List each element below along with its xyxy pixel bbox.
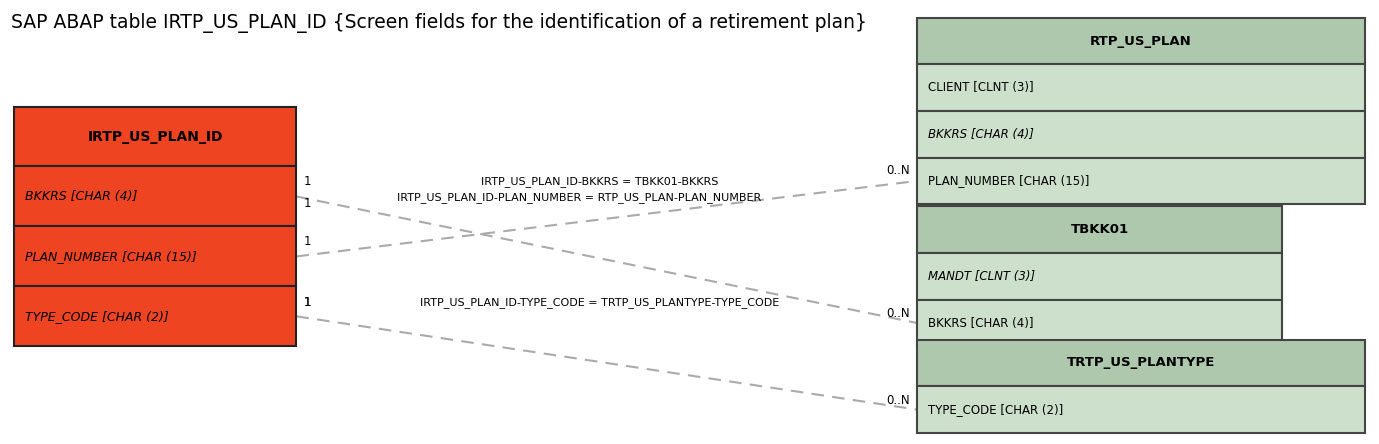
Bar [14, 286, 296, 346]
Text: TRTP_US_PLANTYPE: TRTP_US_PLANTYPE [1067, 357, 1215, 369]
Text: MANDT [CLNT (3)]: MANDT [CLNT (3)] [928, 270, 1036, 283]
Text: PLAN_NUMBER [CHAR (15)]: PLAN_NUMBER [CHAR (15)] [928, 174, 1089, 187]
Text: BKKRS [CHAR (4)]: BKKRS [CHAR (4)] [928, 128, 1034, 141]
Bar [917, 386, 1365, 433]
Text: TYPE_CODE [CHAR (2)]: TYPE_CODE [CHAR (2)] [928, 403, 1063, 416]
Bar [917, 253, 1282, 300]
Bar [917, 18, 1365, 64]
Text: 0..N: 0..N [887, 394, 910, 407]
Text: 1: 1 [303, 175, 310, 188]
Text: TYPE_CODE [CHAR (2)]: TYPE_CODE [CHAR (2)] [25, 310, 168, 323]
Text: IRTP_US_PLAN_ID-BKKRS = TBKK01-BKKRS: IRTP_US_PLAN_ID-BKKRS = TBKK01-BKKRS [481, 176, 718, 186]
Text: PLAN_NUMBER [CHAR (15)]: PLAN_NUMBER [CHAR (15)] [25, 250, 197, 263]
Bar [917, 158, 1365, 204]
Text: TBKK01: TBKK01 [1070, 223, 1129, 236]
Bar [917, 206, 1282, 253]
Text: SAP ABAP table IRTP_US_PLAN_ID {Screen fields for the identification of a retire: SAP ABAP table IRTP_US_PLAN_ID {Screen f… [11, 13, 867, 33]
Text: RTP_US_PLAN: RTP_US_PLAN [1091, 35, 1191, 48]
Text: BKKRS [CHAR (4)]: BKKRS [CHAR (4)] [928, 317, 1034, 329]
Bar [14, 226, 296, 286]
Text: 1: 1 [303, 296, 310, 309]
Bar [917, 64, 1365, 111]
Bar [917, 300, 1282, 346]
Bar [917, 111, 1365, 158]
Text: IRTP_US_PLAN_ID-TYPE_CODE = TRTP_US_PLANTYPE-TYPE_CODE: IRTP_US_PLAN_ID-TYPE_CODE = TRTP_US_PLAN… [421, 297, 779, 308]
Text: 1: 1 [303, 296, 310, 309]
Text: 0..N: 0..N [887, 164, 910, 177]
Bar [14, 107, 296, 166]
Text: 1: 1 [303, 235, 310, 249]
Bar [917, 340, 1365, 386]
Text: 0..N: 0..N [887, 307, 910, 320]
Bar [14, 166, 296, 226]
Text: CLIENT [CLNT (3)]: CLIENT [CLNT (3)] [928, 81, 1034, 94]
Text: IRTP_US_PLAN_ID: IRTP_US_PLAN_ID [87, 130, 223, 143]
Text: 1: 1 [303, 197, 310, 210]
Text: IRTP_US_PLAN_ID-PLAN_NUMBER = RTP_US_PLAN-PLAN_NUMBER: IRTP_US_PLAN_ID-PLAN_NUMBER = RTP_US_PLA… [397, 192, 761, 203]
Text: BKKRS [CHAR (4)]: BKKRS [CHAR (4)] [25, 190, 137, 203]
